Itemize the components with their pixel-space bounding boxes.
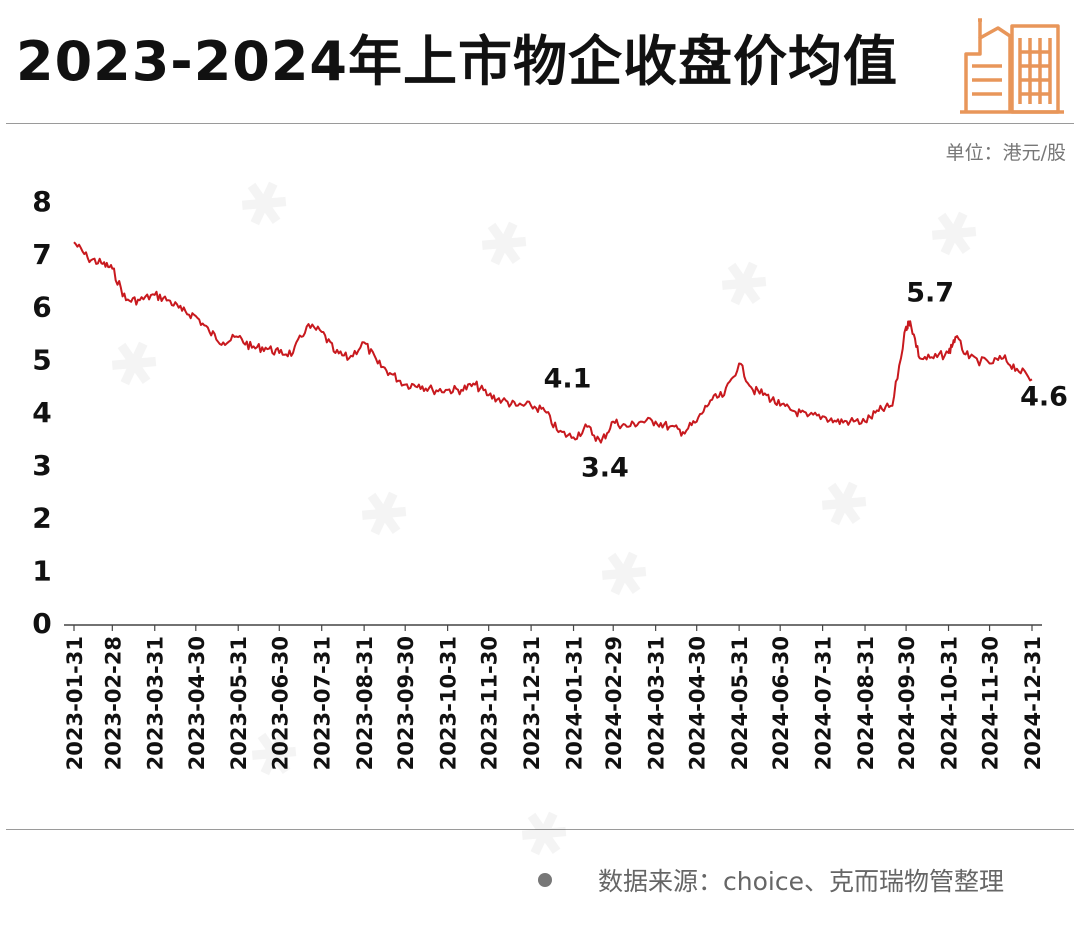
y-tick-label: 1 <box>32 554 51 587</box>
y-tick-label: 6 <box>32 291 51 324</box>
x-tick-label: 2023-11-30 <box>478 636 502 770</box>
x-tick-label: 2023-09-30 <box>394 636 418 770</box>
footer-divider <box>6 829 1074 830</box>
source-text: 数据来源：choice、克而瑞物管整理 <box>598 867 1004 896</box>
data-label: 3.4 <box>581 453 629 484</box>
x-tick-label: 2023-04-30 <box>185 636 209 770</box>
data-label: 4.6 <box>1020 381 1068 412</box>
y-tick-label: 5 <box>32 343 51 376</box>
x-tick-label: 2023-01-31 <box>63 636 87 770</box>
x-tick-label: 2024-03-31 <box>645 636 669 770</box>
data-label: 5.7 <box>906 277 954 308</box>
y-tick-label: 8 <box>32 185 51 218</box>
x-tick-label: 2024-09-30 <box>895 636 919 770</box>
y-tick-label: 2 <box>32 502 51 535</box>
x-tick-label: 2023-08-31 <box>353 636 377 770</box>
page-title: 2023-2024年上市物企收盘价均值 <box>16 30 898 93</box>
y-tick-label: 7 <box>32 238 51 271</box>
x-tick-label: 2023-03-31 <box>144 636 168 770</box>
header-divider <box>6 123 1074 124</box>
x-tick-label: 2024-08-31 <box>854 636 878 770</box>
x-tick-label: 2023-02-28 <box>101 636 125 770</box>
x-tick-label: 2023-06-30 <box>268 636 292 770</box>
unit-label: 单位：港元/股 <box>945 142 1066 164</box>
x-tick-label: 2024-12-31 <box>1021 636 1045 770</box>
bullet-icon <box>538 873 552 887</box>
buildings-icon <box>960 18 1064 114</box>
x-tick-label: 2024-06-30 <box>769 636 793 770</box>
data-label: 4.1 <box>544 364 592 395</box>
x-tick-label: 2023-07-31 <box>311 636 335 770</box>
line-chart: 0 1 2 3 4 5 6 7 8 2023-01-31 2023-02-28 2023-03-31 2… <box>32 185 1068 770</box>
y-tick-label: 0 <box>32 607 51 640</box>
x-tick-label: 2023-10-31 <box>437 636 461 770</box>
x-tick-label: 2024-04-30 <box>686 636 710 770</box>
x-tick-label: 2023-05-31 <box>227 636 251 770</box>
y-tick-label: 4 <box>32 396 51 429</box>
x-tick-label: 2024-01-31 <box>563 636 587 770</box>
x-tick-label: 2024-10-31 <box>938 636 962 770</box>
series-line <box>73 241 1033 444</box>
y-tick-label: 3 <box>32 449 51 482</box>
source-note: 数据来源：choice、克而瑞物管整理 <box>538 862 1004 898</box>
x-tick-label: 2024-05-31 <box>728 636 752 770</box>
x-tick-label: 2024-07-31 <box>812 636 836 770</box>
x-tick-label: 2023-12-31 <box>520 636 544 770</box>
x-tick-label: 2024-02-29 <box>602 636 626 770</box>
x-tick-label: 2024-11-30 <box>979 636 1003 770</box>
